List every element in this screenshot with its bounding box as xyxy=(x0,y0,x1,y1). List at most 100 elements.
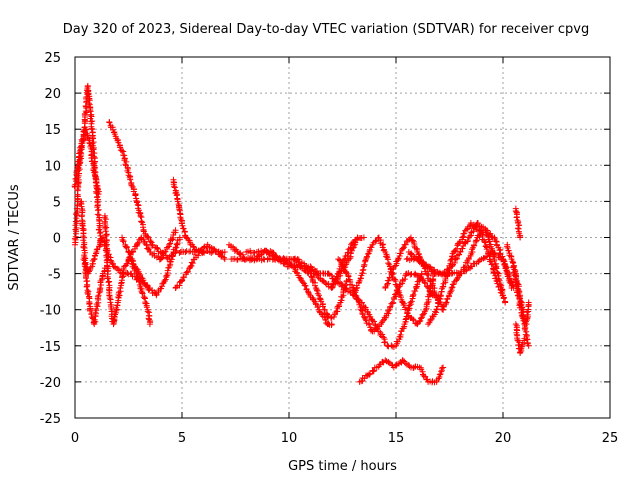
data-point-interp xyxy=(437,292,444,299)
data-point-interp xyxy=(188,259,195,266)
data-point-interp xyxy=(154,245,161,252)
data-point-interp xyxy=(492,238,499,245)
data-point-interp xyxy=(417,315,424,322)
data-point-interp xyxy=(359,267,366,274)
data-point-interp xyxy=(406,302,413,309)
data-point-interp xyxy=(184,268,191,275)
data-point-interp xyxy=(182,249,189,256)
data-point xyxy=(315,292,322,299)
y-tick-label: -5 xyxy=(48,268,61,283)
data-point-interp xyxy=(91,255,98,262)
data-point-interp xyxy=(94,211,101,218)
data-point-interp xyxy=(410,364,417,371)
data-point-interp xyxy=(427,278,434,285)
data-points xyxy=(71,82,532,386)
data-point-interp xyxy=(370,367,377,374)
data-point-interp xyxy=(338,283,345,290)
data-point-interp xyxy=(76,150,83,157)
data-point-interp xyxy=(135,239,142,246)
data-point-interp xyxy=(366,321,373,328)
data-point-interp xyxy=(408,298,415,305)
data-point-interp xyxy=(489,248,496,255)
data-point-interp xyxy=(144,245,151,252)
data-point-interp xyxy=(134,240,141,247)
data-point-interp xyxy=(419,311,426,318)
data-point-interp xyxy=(401,276,408,283)
x-tick-label: 5 xyxy=(178,431,186,446)
data-point-interp xyxy=(369,317,376,324)
data-point-interp xyxy=(72,175,79,182)
data-point-interp xyxy=(72,181,79,188)
data-point-interp xyxy=(438,365,445,372)
y-tick-label: 15 xyxy=(44,123,61,138)
y-tick-label: 25 xyxy=(44,51,61,66)
data-point-interp xyxy=(83,278,90,285)
data-point-interp xyxy=(385,277,392,284)
data-point-interp xyxy=(104,262,111,269)
data-point-interp xyxy=(128,182,135,189)
data-point-interp xyxy=(172,284,179,291)
data-point-interp xyxy=(90,256,97,263)
data-point-interp xyxy=(84,134,91,141)
data-point-interp xyxy=(484,227,491,234)
data-point-interp xyxy=(336,301,343,308)
data-point-interp xyxy=(81,110,88,117)
y-tick-label: -10 xyxy=(40,304,61,319)
data-point-interp xyxy=(454,275,461,282)
data-point xyxy=(149,241,156,248)
data-point-interp xyxy=(96,243,103,250)
data-point-interp xyxy=(104,275,111,282)
data-point-interp xyxy=(183,269,190,276)
data-point-interp xyxy=(140,277,147,284)
data-point-interp xyxy=(402,316,409,323)
data-point-interp xyxy=(459,245,466,252)
data-point xyxy=(341,256,348,263)
data-point-interp xyxy=(151,250,158,257)
data-point-interp xyxy=(169,253,176,260)
data-point-interp xyxy=(88,314,95,321)
data-point-interp xyxy=(402,360,409,367)
data-point-interp xyxy=(105,279,112,286)
data-point-interp xyxy=(514,289,521,296)
data-point-interp xyxy=(146,316,153,323)
data-point-interp xyxy=(322,280,329,287)
data-point-interp xyxy=(189,260,196,267)
data-point-interp xyxy=(93,301,100,308)
axis-ticks: 0 5 10 15 20 25 -25 -20 -15 -10 -5 0 5 10 15 20 25 xyxy=(40,51,619,446)
data-point xyxy=(328,321,335,328)
data-point xyxy=(161,277,168,284)
data-point-interp xyxy=(171,184,178,191)
data-point-interp xyxy=(172,244,179,251)
data-point-interp xyxy=(457,248,464,255)
data-point-interp xyxy=(308,273,315,280)
data-point-interp xyxy=(102,216,109,223)
data-point-interp xyxy=(325,270,332,277)
data-point-interp xyxy=(417,317,424,324)
data-point-interp xyxy=(473,237,480,244)
data-point-interp xyxy=(86,300,93,307)
data-point-interp xyxy=(200,244,207,251)
data-point-interp xyxy=(139,290,146,297)
data-point xyxy=(525,299,532,306)
data-point-interp xyxy=(487,230,494,237)
data-point-interp xyxy=(122,161,129,168)
data-point-interp xyxy=(117,144,124,151)
data-point-interp xyxy=(106,119,113,126)
data-point xyxy=(307,270,314,277)
y-tick-label: 10 xyxy=(44,159,61,174)
data-point-interp xyxy=(512,276,519,283)
data-point-interp xyxy=(504,270,511,277)
data-point-interp xyxy=(116,292,123,299)
data-point-interp xyxy=(418,314,425,321)
data-point-interp xyxy=(94,204,101,211)
data-point-interp xyxy=(171,183,178,190)
data-point xyxy=(307,263,314,270)
data-point xyxy=(275,256,282,263)
data-point-interp xyxy=(383,253,390,260)
data-point-interp xyxy=(91,316,98,323)
data-point-interp xyxy=(179,222,186,229)
data-point-interp xyxy=(507,280,514,287)
data-point-interp xyxy=(387,303,394,310)
data-point xyxy=(525,342,532,349)
data-point-interp xyxy=(389,299,396,306)
